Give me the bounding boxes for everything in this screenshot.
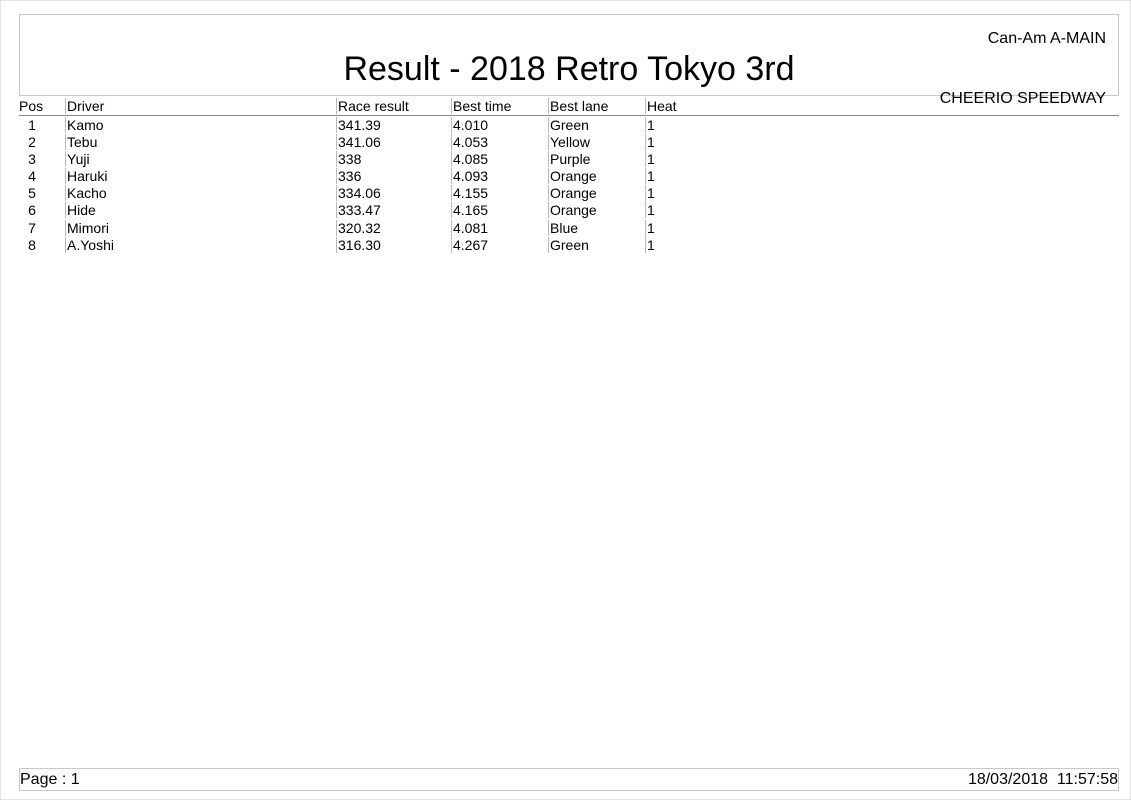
table-row: 2 Tebu 341.06 4.053 Yellow 1: [19, 133, 1119, 151]
cell-pos: 1: [28, 117, 36, 133]
cell-race-result: 341.39: [336, 117, 381, 133]
cell-driver: Mimori: [65, 219, 109, 236]
cell-best-lane: Yellow: [548, 134, 590, 151]
cell-race-result: 341.06: [336, 134, 381, 151]
cell-race-result: 338: [336, 151, 362, 168]
cell-pos: 4: [28, 168, 36, 185]
cell-heat: 1: [645, 185, 655, 202]
cell-best-time: 4.165: [451, 202, 489, 219]
cell-best-lane: Orange: [548, 202, 597, 219]
event-name: Can-Am A-MAIN: [987, 30, 1106, 47]
page-number: Page : 1: [20, 771, 80, 788]
cell-driver: Tebu: [65, 134, 98, 151]
cell-pos: 7: [28, 219, 36, 236]
table-body: 1 Kamo 341.39 4.010 Green 1 2 Tebu 341.06 4.053 Ye…: [19, 116, 1119, 253]
cell-best-lane: Orange: [548, 185, 597, 202]
cell-heat: 1: [645, 202, 655, 219]
cell-driver: Hide: [65, 202, 96, 219]
table-row: 1 Kamo 341.39 4.010 Green 1: [19, 116, 1119, 133]
page-title: Result - 2018 Retro Tokyo 3rd: [343, 50, 795, 88]
column-header-heat: Heat: [645, 98, 677, 114]
print-datetime: 18/03/2018 11:57:58: [967, 771, 1118, 788]
cell-best-lane: Blue: [548, 219, 579, 236]
cell-best-lane: Purple: [548, 151, 591, 168]
cell-driver: Kacho: [65, 185, 107, 202]
cell-best-time: 4.093: [451, 168, 489, 185]
cell-heat: 1: [645, 151, 655, 168]
cell-heat: 1: [645, 168, 655, 185]
cell-pos: 3: [28, 151, 36, 168]
cell-driver: Haruki: [65, 168, 108, 185]
cell-race-result: 316.30: [336, 236, 381, 253]
cell-race-result: 320.32: [336, 219, 381, 236]
cell-pos: 6: [28, 202, 36, 219]
cell-heat: 1: [645, 117, 655, 133]
cell-best-time: 4.155: [451, 185, 489, 202]
cell-best-lane: Green: [548, 236, 589, 253]
cell-best-lane: Green: [548, 117, 589, 133]
cell-pos: 8: [28, 236, 36, 253]
column-header-best-time: Best time: [451, 98, 512, 114]
cell-heat: 1: [645, 219, 655, 236]
table-row: 8 A.Yoshi 316.30 4.267 Green 1: [19, 236, 1119, 253]
table-header: Pos Driver Race result Best time Best lane He…: [19, 97, 1119, 116]
cell-driver: A.Yoshi: [65, 236, 114, 253]
column-header-best-lane: Best lane: [548, 98, 609, 114]
cell-race-result: 336: [336, 168, 362, 185]
column-header-race-result: Race result: [336, 98, 409, 114]
cell-heat: 1: [645, 236, 655, 253]
column-header-pos: Pos: [19, 98, 44, 114]
cell-best-time: 4.081: [451, 219, 489, 236]
report-header: Can-Am A-MAIN Result - 2018 Retro Tokyo …: [19, 14, 1119, 107]
cell-heat: 1: [645, 134, 655, 151]
cell-pos: 5: [28, 185, 36, 202]
cell-pos: 2: [28, 134, 36, 151]
cell-best-lane: Orange: [548, 168, 597, 185]
track-name: CHEERIO SPEEDWAY: [939, 90, 1106, 107]
cell-race-result: 334.06: [336, 185, 381, 202]
table-row: 4 Haruki 336 4.093 Orange 1: [19, 167, 1119, 185]
table-row: 5 Kacho 334.06 4.155 Orange 1: [19, 184, 1119, 202]
cell-best-time: 4.053: [451, 134, 489, 151]
cell-best-time: 4.010: [451, 117, 489, 133]
cell-best-time: 4.085: [451, 151, 489, 168]
cell-driver: Kamo: [65, 117, 104, 133]
table-row: 7 Mimori 320.32 4.081 Blue 1: [19, 219, 1119, 236]
cell-best-time: 4.267: [451, 236, 489, 253]
column-header-driver: Driver: [65, 98, 105, 114]
cell-driver: Yuji: [65, 151, 90, 168]
results-table: Pos Driver Race result Best time Best lane He…: [19, 97, 1119, 253]
report-footer: Page : 1 18/03/2018 11:57:58: [19, 768, 1119, 791]
cell-race-result: 333.47: [336, 202, 381, 219]
table-row: 6 Hide 333.47 4.165 Orange 1: [19, 201, 1119, 219]
table-row: 3 Yuji 338 4.085 Purple 1: [19, 150, 1119, 168]
